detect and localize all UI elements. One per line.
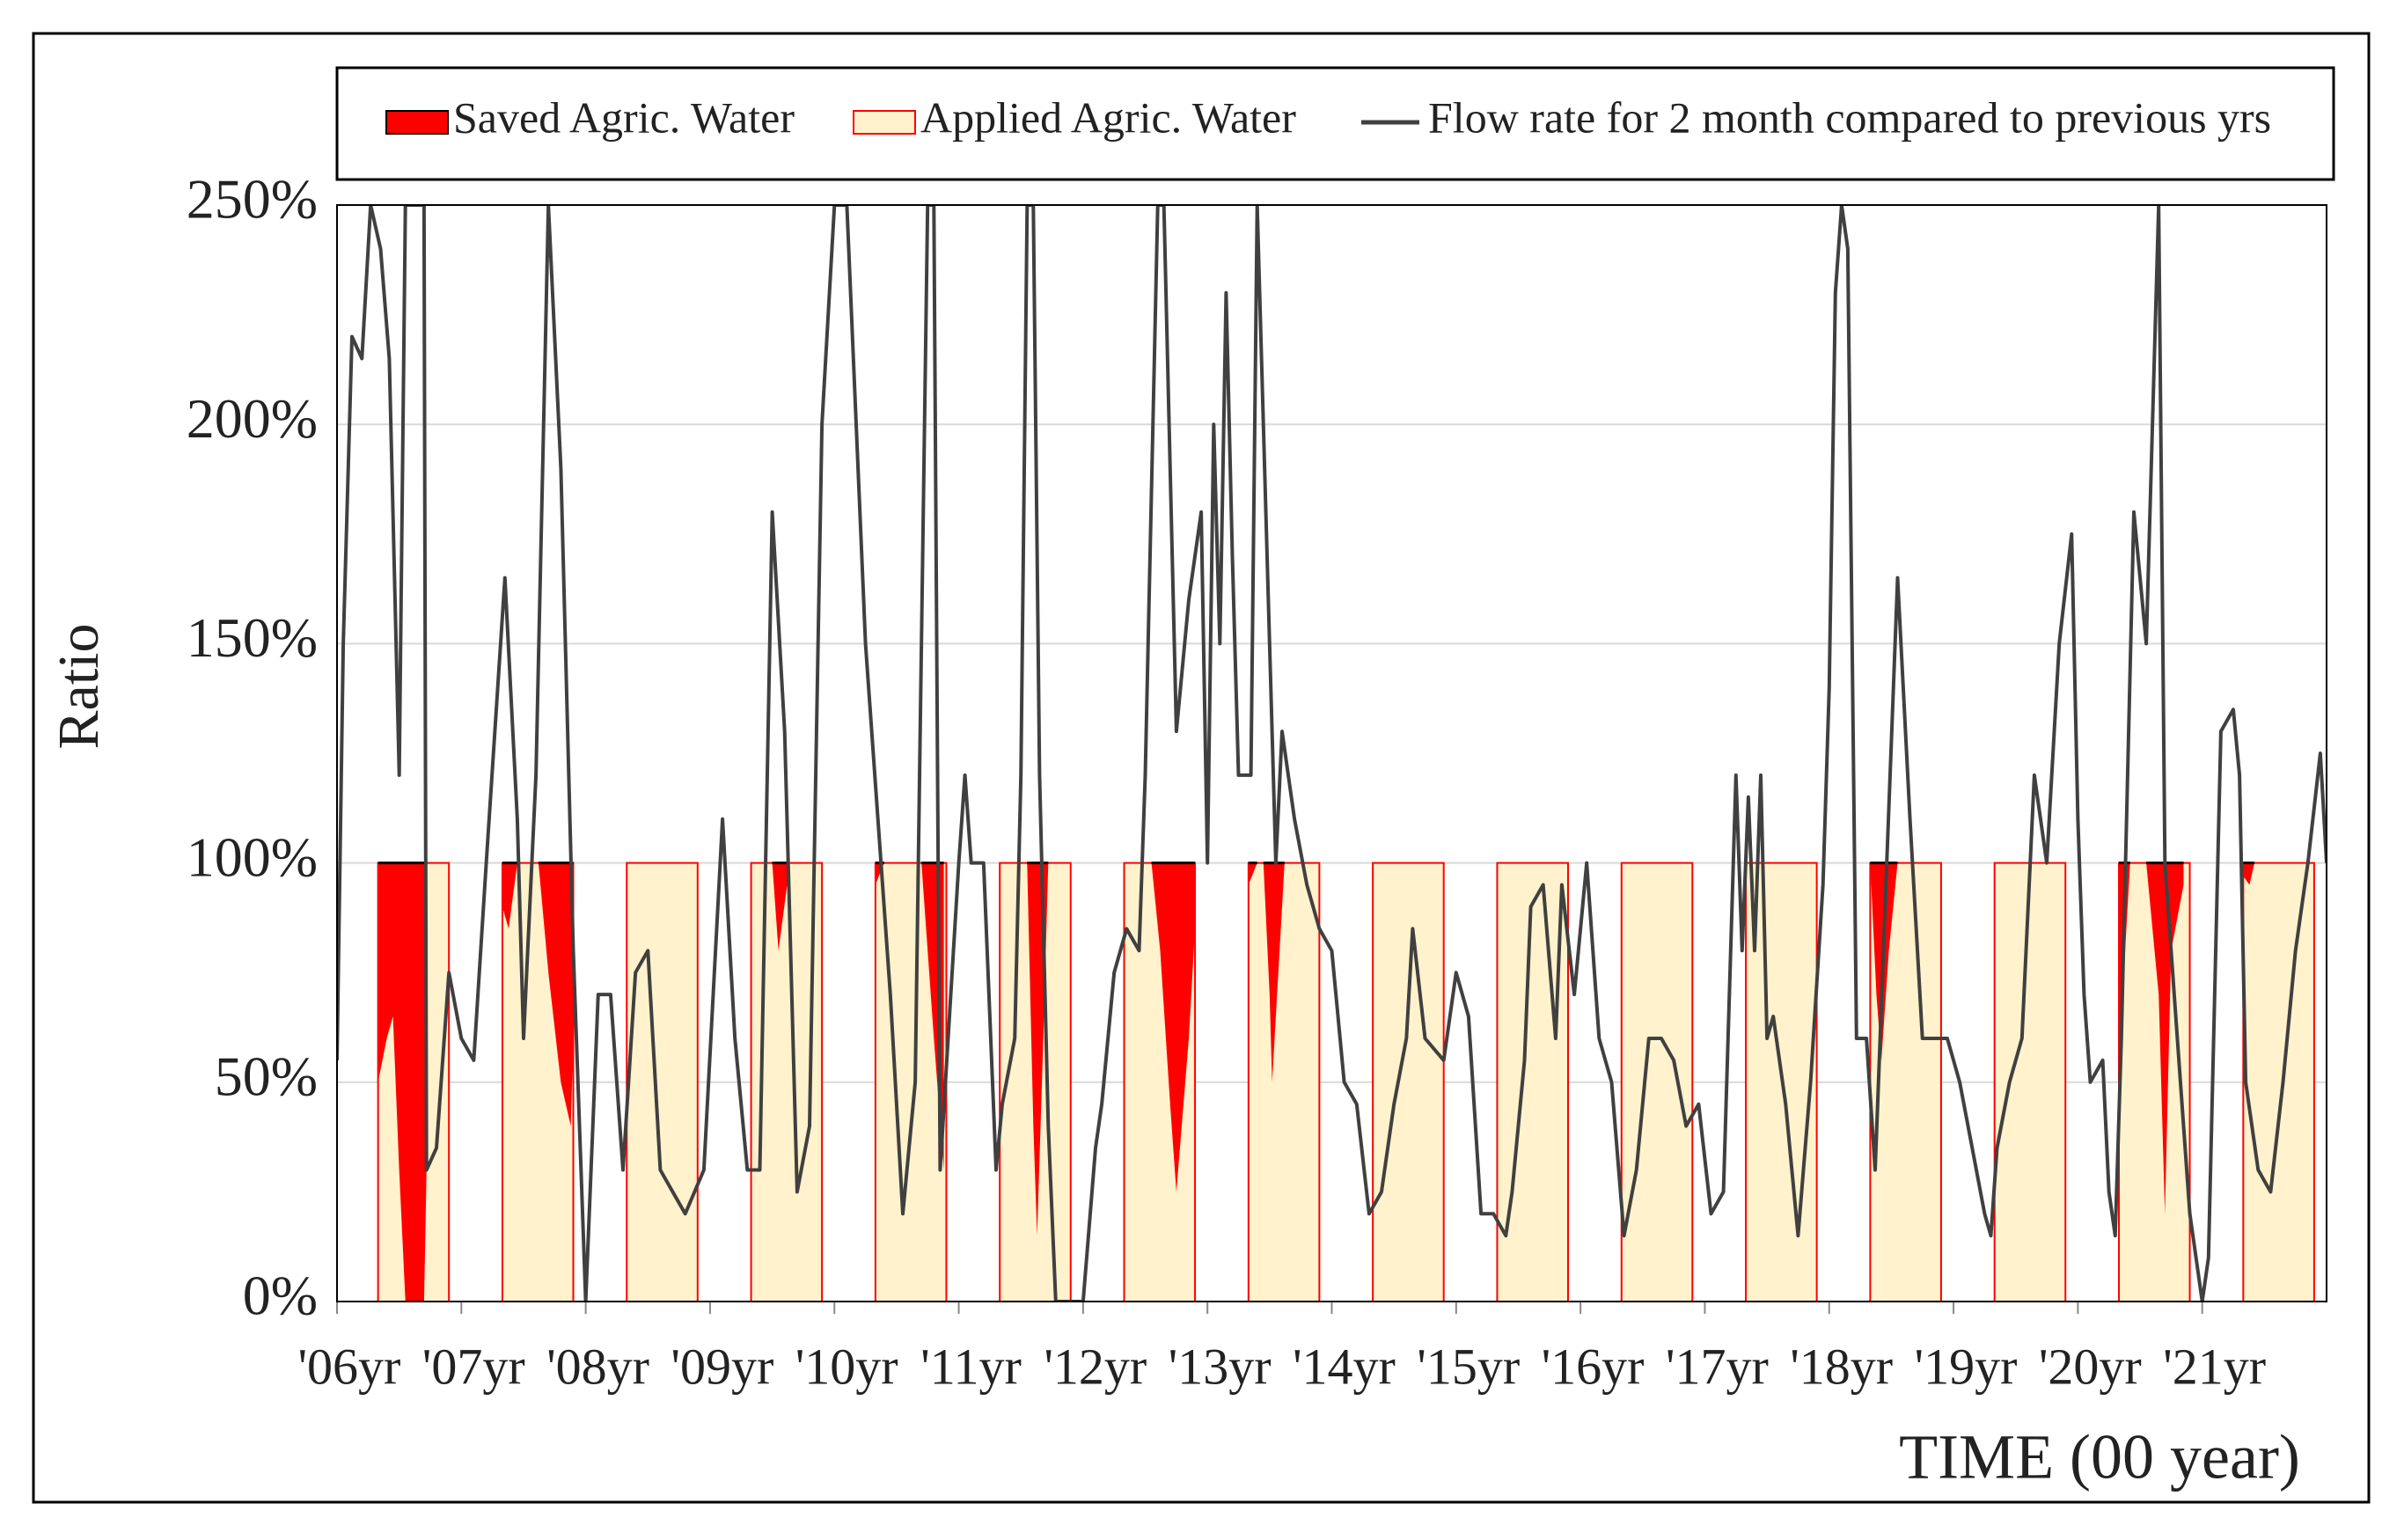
x-tick-label: '10yr [795, 1338, 898, 1395]
saved-area [502, 862, 517, 929]
flow-line [337, 205, 2327, 1302]
legend-label: Flow rate for 2 month compared to previo… [1428, 92, 2271, 142]
saved-area [875, 862, 884, 885]
applied-band [1620, 862, 1694, 1302]
saved-area [1263, 862, 1285, 1082]
x-tick-label: '13yr [1169, 1338, 1272, 1395]
applied-band [626, 862, 699, 1302]
saved-area [1151, 862, 1196, 1192]
legend-box [335, 66, 2335, 181]
saved-area [377, 862, 427, 1302]
applied-band [1372, 862, 1445, 1302]
saved-area [1248, 862, 1257, 885]
legend-label: Applied Agric. Water [920, 92, 1296, 142]
x-tick-label: '21yr [2163, 1338, 2266, 1395]
y-tick-label: 0% [243, 1265, 318, 1327]
x-tick-label: '19yr [1915, 1338, 2018, 1395]
x-tick-label: '14yr [1293, 1338, 1396, 1395]
x-tick-label: '07yr [422, 1338, 525, 1395]
saved-area [2243, 862, 2255, 885]
x-tick-label: '17yr [1666, 1338, 1769, 1395]
saved-area [2119, 862, 2130, 1082]
x-tick-label: '16yr [1542, 1338, 1645, 1395]
applied-band [1247, 862, 1321, 1302]
saved-area [772, 862, 788, 951]
x-tick-label: '18yr [1790, 1338, 1893, 1395]
saved-area [538, 862, 574, 1126]
applied-band [2118, 862, 2191, 1302]
y-tick-label: 250% [187, 168, 318, 231]
x-tick-label: '06yr [298, 1338, 401, 1395]
y-axis-label: Ratio [47, 624, 111, 750]
applied-band [1993, 862, 2067, 1302]
saved-area [2146, 862, 2184, 1214]
y-tick-label: 100% [187, 825, 318, 888]
applied-band [1496, 862, 1569, 1302]
y-tick-label: 200% [187, 387, 318, 450]
plot-border [336, 204, 2327, 1302]
x-tick-label: '11yr [920, 1338, 1022, 1395]
x-tick-label: '09yr [671, 1338, 774, 1395]
legend-swatch [385, 110, 449, 135]
x-tick-label: '20yr [2039, 1338, 2142, 1395]
x-tick-label: '15yr [1417, 1338, 1520, 1395]
x-tick-label: '12yr [1044, 1338, 1147, 1395]
x-axis-label: TIME (00 year) [1899, 1422, 2300, 1492]
legend-swatch [853, 110, 916, 135]
y-tick-label: 50% [215, 1045, 318, 1107]
plot-layer [337, 205, 2327, 1302]
legend-label: Saved Agric. Water [453, 92, 795, 142]
y-tick-label: 150% [187, 606, 318, 669]
x-tick-label: '08yr [546, 1338, 649, 1395]
applied-band [2242, 862, 2315, 1302]
